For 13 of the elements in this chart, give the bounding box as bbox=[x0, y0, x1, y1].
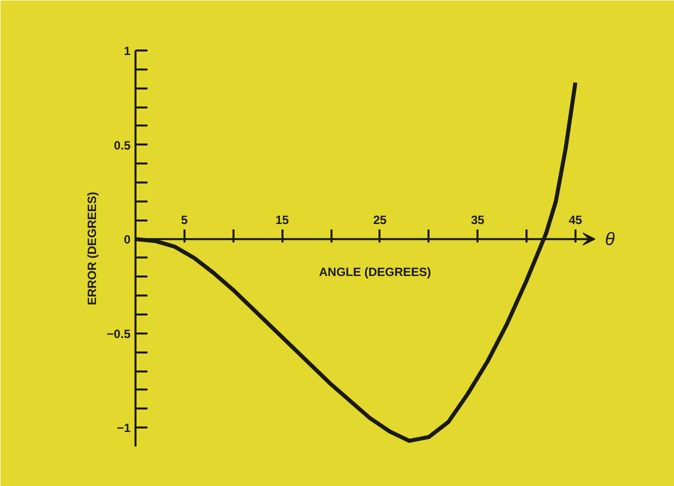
y-tick-label: −0.5 bbox=[106, 326, 131, 341]
x-tick-label: 35 bbox=[470, 213, 485, 228]
y-tick-label: 0 bbox=[124, 232, 131, 247]
x-tick-label: 25 bbox=[373, 213, 387, 228]
y-tick-label: 1 bbox=[124, 44, 131, 58]
y-tick-label: 0.5 bbox=[114, 138, 131, 152]
x-tick-label: 45 bbox=[568, 213, 582, 228]
x-tick-label: 15 bbox=[275, 213, 290, 228]
x-tick-label: 5 bbox=[181, 213, 188, 228]
y-axis-title: ERROR (DEGREES) bbox=[84, 192, 99, 306]
annotation: θ bbox=[604, 229, 615, 250]
y-tick-label: −1 bbox=[116, 421, 131, 436]
x-axis-title: ANGLE (DEGREES) bbox=[318, 265, 432, 280]
